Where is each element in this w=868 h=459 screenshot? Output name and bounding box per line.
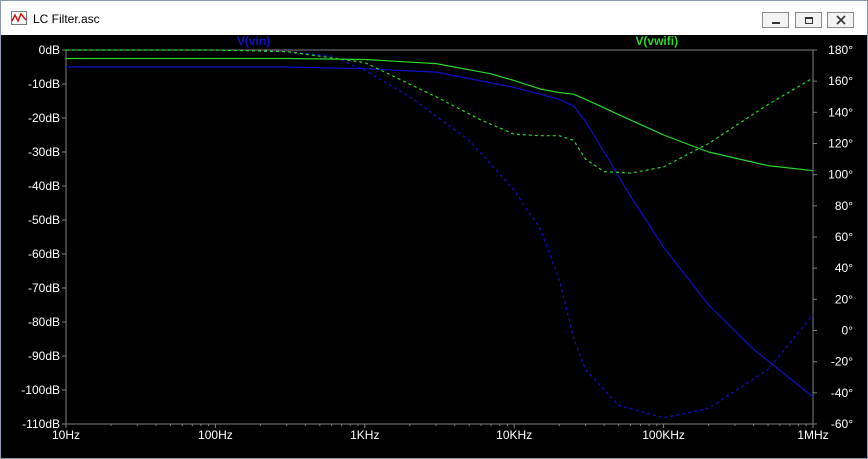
plot-border [65,49,814,425]
y-right-tick-label: 40° [835,261,853,275]
y-right-tick-label: -20° [831,355,853,369]
close-icon [836,15,846,25]
y-left-tick-label: -40dB [28,179,60,193]
window-title: LC Filter.asc [33,12,100,26]
x-tick-label: 1KHz [350,428,379,442]
y-right-tick-label: 120° [828,137,853,151]
minimize-icon [772,22,780,24]
y-right-tick-label: 160° [828,74,853,88]
minimize-button[interactable] [762,12,789,28]
y-left-tick-label: -110dB [22,417,60,431]
y-right-tick-label: 0° [842,324,854,338]
x-tick-label: 1MHz [797,428,828,442]
y-left-tick-label: -90dB [28,349,60,363]
x-tick-label: 100Hz [198,428,233,442]
y-right-tick-label: 100° [828,168,853,182]
plot-frame [62,49,817,428]
x-tick-label: 10KHz [496,428,532,442]
close-button[interactable] [827,12,854,28]
y-right-tick-label: 60° [835,230,853,244]
y-left-tick-label: -100dB [21,383,60,397]
magnitude-trace-0 [66,66,814,398]
y-left-tick-label: -50dB [28,213,60,227]
y-right-tick-label: 20° [835,292,853,306]
y-right-tick-label: -40° [831,386,853,400]
y-left-tick-label: -30dB [28,145,60,159]
x-tick-label: 100KHz [642,428,685,442]
y-left-tick-label: 0dB [39,43,60,57]
magnitude-trace-2 [66,57,814,172]
x-tick-label: 10Hz [52,428,80,442]
restore-icon [805,17,813,24]
y-right-tick-label: 80° [835,199,853,213]
plot-area[interactable]: 10Hz 100Hz 1KHz 10KHz 100KHz 1MHz 0dB -10dB -20d… [1,35,867,458]
legend-label-0[interactable]: V(vin) [237,35,270,48]
y-left-tick-label: -20dB [28,111,60,125]
phase-trace-3 [66,49,814,174]
y-left-tick-label: -70dB [28,281,60,295]
legend[interactable]: V(vin) V(vwifi) [237,35,678,48]
waveform-icon [11,11,27,25]
y-left-tick-label: -60dB [28,247,60,261]
y-left-tick-label: -80dB [28,315,60,329]
title-bar[interactable]: LC Filter.asc [1,1,867,35]
y-left-tick-label: -10dB [28,77,60,91]
y-right-tick-label: 180° [828,43,853,57]
phase-trace-1 [66,49,814,419]
axis-labels: 10Hz 100Hz 1KHz 10KHz 100KHz 1MHz 0dB -10dB -20d… [21,43,853,442]
y-right-tick-label: -60° [831,417,853,431]
legend-label-1[interactable]: V(vwifi) [635,35,678,48]
y-right-tick-label: 140° [828,105,853,119]
bode-plot[interactable]: 10Hz 100Hz 1KHz 10KHz 100KHz 1MHz 0dB -10dB -20d… [1,35,867,458]
restore-button[interactable] [795,12,822,28]
series-layer [66,49,814,419]
